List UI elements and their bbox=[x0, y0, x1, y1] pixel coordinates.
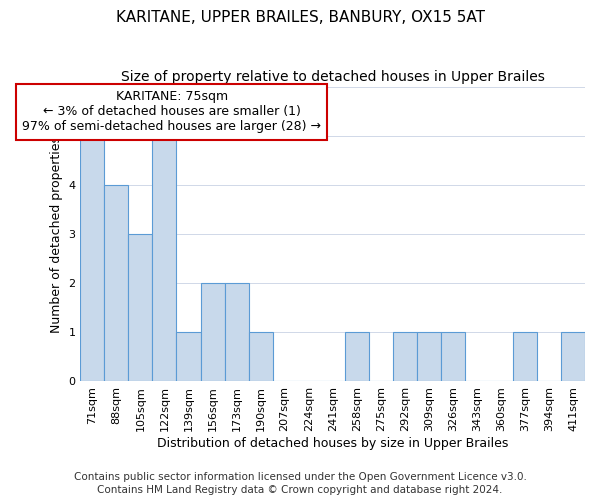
X-axis label: Distribution of detached houses by size in Upper Brailes: Distribution of detached houses by size … bbox=[157, 437, 508, 450]
Bar bbox=[248, 332, 272, 382]
Bar bbox=[344, 332, 369, 382]
Bar bbox=[417, 332, 441, 382]
Bar bbox=[513, 332, 537, 382]
Title: Size of property relative to detached houses in Upper Brailes: Size of property relative to detached ho… bbox=[121, 70, 545, 84]
Text: KARITANE: 75sqm
← 3% of detached houses are smaller (1)
97% of semi-detached hou: KARITANE: 75sqm ← 3% of detached houses … bbox=[22, 90, 321, 134]
Bar bbox=[561, 332, 585, 382]
Text: Contains public sector information licensed under the Open Government Licence v3: Contains public sector information licen… bbox=[74, 472, 526, 482]
Bar bbox=[128, 234, 152, 382]
Text: KARITANE, UPPER BRAILES, BANBURY, OX15 5AT: KARITANE, UPPER BRAILES, BANBURY, OX15 5… bbox=[115, 10, 485, 25]
Bar bbox=[104, 185, 128, 382]
Bar bbox=[224, 283, 248, 382]
Bar bbox=[176, 332, 200, 382]
Bar bbox=[200, 283, 224, 382]
Y-axis label: Number of detached properties: Number of detached properties bbox=[50, 136, 63, 332]
Bar bbox=[80, 136, 104, 382]
Bar bbox=[441, 332, 465, 382]
Bar bbox=[393, 332, 417, 382]
Text: Contains HM Land Registry data © Crown copyright and database right 2024.: Contains HM Land Registry data © Crown c… bbox=[97, 485, 503, 495]
Bar bbox=[152, 136, 176, 382]
